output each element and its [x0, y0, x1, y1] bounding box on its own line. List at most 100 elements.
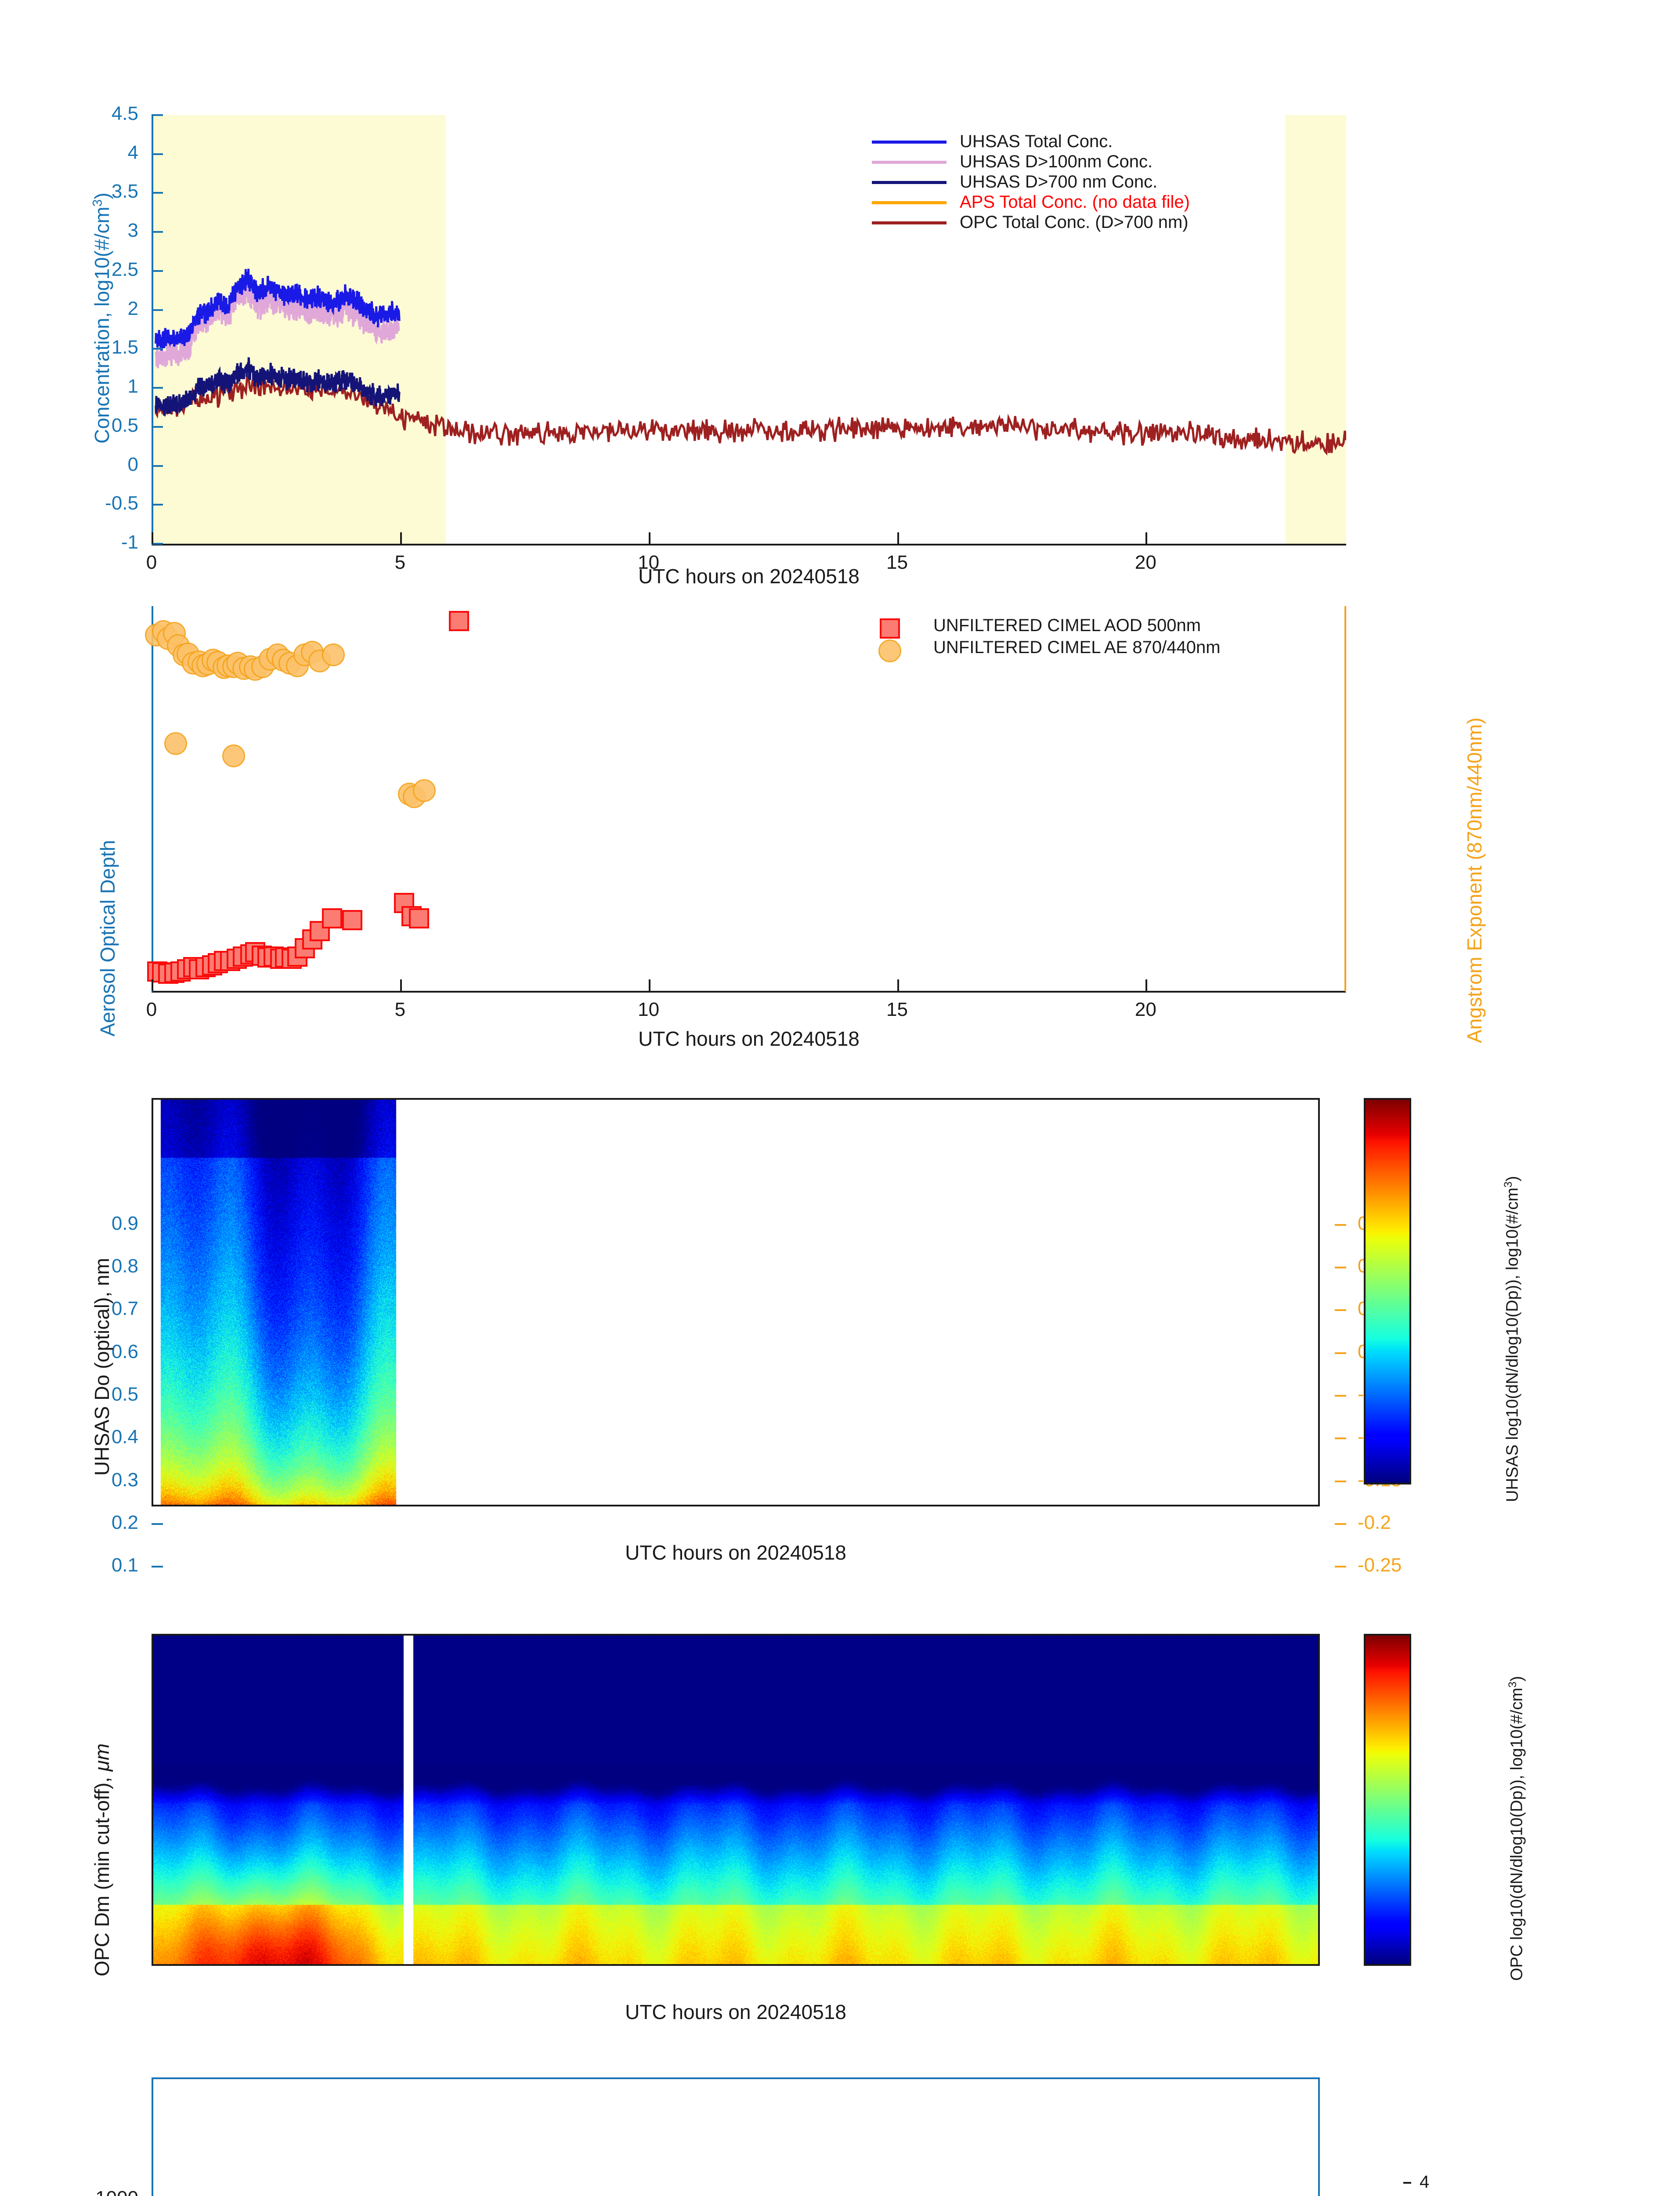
panel4-axes	[152, 1634, 1320, 1966]
legend-swatch-uhsas-total	[872, 141, 947, 144]
panel3-colorbar	[1364, 1098, 1411, 1484]
legend-swatch-cimel-ae-870-440nm	[878, 639, 901, 662]
y-tick-mark	[152, 192, 163, 194]
panel1-plot-svg	[155, 268, 1346, 456]
y-tick-label-right--0.25: -0.25	[1358, 1554, 1402, 1576]
y-tick-label--0.5: -0.5	[105, 492, 138, 514]
panel2-y-axis-label-right: Angstrom Exponent (870nm/440nm)	[1463, 717, 1486, 1043]
y-tick-label--1: -1	[121, 531, 138, 553]
panel3-colorbar-label: UHSAS log10(dN/dlog10(Dp)), log10(#/cm3)	[1502, 1176, 1522, 1502]
y-tick-mark	[152, 387, 163, 389]
y-tick-mark	[152, 504, 163, 506]
aod-marker	[409, 908, 430, 928]
y-tick-label-4.5: 4.5	[111, 103, 138, 124]
panel4-y-axis-label-text: OPC Dm (min cut-off),	[90, 1771, 113, 1976]
y-tick-mark	[152, 426, 163, 428]
panel3-y-axis-label: UHSAS Do (optical), nm	[90, 1258, 113, 1476]
x-tick-label-0: 0	[146, 999, 157, 1020]
x-tick-mark	[400, 979, 402, 991]
panel4-colorbar-label-tail: )	[1507, 1676, 1526, 1682]
y-tick-mark-right	[1335, 1352, 1346, 1354]
panel-aps-spectrogram: APS Da (aerodynamic), μm 10.90.80.70.60.…	[0, 2064, 1680, 2196]
y-tick-mark-right	[1335, 1566, 1346, 1568]
y-tick-label-1.5: 1.5	[111, 336, 138, 358]
trace-uhsas-d-100nm-conc-	[155, 282, 400, 368]
y-tick-label-left-0.7: 0.7	[111, 1298, 138, 1320]
y-tick-mark-left	[152, 1566, 163, 1568]
x-tick-label-5: 5	[394, 999, 406, 1020]
y-tick-mark	[152, 543, 163, 545]
y-tick-label-left-0.9: 0.9	[111, 1212, 138, 1234]
legend-label-cimel-ae-870-440nm: UNFILTERED CIMEL AE 870/440nm	[933, 638, 1221, 657]
panel4-heatmap-canvas	[153, 1636, 1318, 1964]
panel1-x-axis-label: UTC hours on 20240518	[638, 565, 860, 588]
legend-swatch-aps-total	[872, 201, 947, 204]
y-tick-label-2.5: 2.5	[111, 258, 138, 280]
legend-label-uhsas-total: UHSAS Total Conc.	[960, 132, 1113, 151]
panel3-colorbar-label-text: UHSAS log10(dN/dlog10(Dp)), log10(#/cm	[1503, 1188, 1522, 1502]
x-tick-label-20: 20	[1134, 552, 1156, 573]
y-tick-label-left-0.1: 0.1	[111, 1554, 138, 1576]
x-tick-mark	[897, 532, 899, 544]
y-tick-mark	[152, 465, 163, 467]
x-tick-mark	[648, 979, 650, 991]
panel4-x-axis-label: UTC hours on 20240518	[625, 2001, 846, 2023]
panel4-colorbar-gradient	[1366, 1636, 1409, 1964]
panel2-axes	[145, 606, 1346, 993]
legend-swatch-opc-total	[872, 221, 947, 224]
aod-marker	[448, 611, 469, 632]
y-tick-mark-right	[1335, 1438, 1346, 1440]
x-tick-mark	[152, 532, 153, 544]
x-tick-label-5: 5	[394, 552, 406, 573]
legend-label-uhsas-d100: UHSAS D>100nm Conc.	[960, 152, 1153, 171]
y-tick-label-left-0.2: 0.2	[111, 1512, 138, 1533]
x-tick-mark	[1145, 532, 1148, 544]
x-tick-label-0: 0	[146, 552, 157, 573]
trace-uhsas-d-700-nm-conc-	[155, 357, 401, 416]
y-tick-label-0: 0	[127, 453, 138, 475]
x-tick-label-15: 15	[886, 999, 908, 1020]
panel1-shade-region-2	[1286, 115, 1346, 544]
y-tick-label-0.5: 0.5	[111, 414, 138, 436]
panel2-x-axis-label: UTC hours on 20240518	[638, 1027, 860, 1050]
panel3-colorbar-gradient	[1366, 1100, 1409, 1483]
panel4-y-axis-label-unit: μm	[90, 1743, 113, 1772]
y-tick-label-left-0.4: 0.4	[111, 1426, 138, 1448]
y-tick-mark-right	[1335, 1395, 1346, 1397]
panel4-colorbar-label-sup: 3	[1507, 1681, 1519, 1688]
y-tick-mark	[152, 348, 163, 350]
ae-marker	[164, 732, 187, 755]
y-tick-label-1000: 1000	[20, 2187, 138, 2196]
legend-label-aps-total: APS Total Conc. (no data file)	[960, 192, 1190, 212]
ae-marker	[322, 643, 345, 666]
legend-label-uhsas-d700: UHSAS D>700 nm Conc.	[960, 172, 1158, 191]
panel1-y-axis-label-text: Concentration, log10(#/cm	[90, 206, 113, 444]
y-tick-label-right--0.2: -0.2	[1358, 1512, 1391, 1533]
y-tick-mark	[152, 153, 163, 155]
panel3-colorbar-label-sup: 3	[1502, 1181, 1514, 1188]
panel3-heatmap-canvas	[153, 1100, 1318, 1505]
panel4-colorbar-label-text: OPC log10(dN/dlog10(Dp)), log10(#/cm	[1507, 1687, 1526, 1981]
x-tick-mark	[897, 979, 899, 991]
y-tick-label-left-0.6: 0.6	[111, 1340, 138, 1362]
y-tick-label-left-0.3: 0.3	[111, 1469, 138, 1491]
x-tick-label-10: 10	[638, 999, 660, 1020]
y-tick-mark-right	[1335, 1267, 1346, 1268]
legend-label-opc-total: OPC Total Conc. (D>700 nm)	[960, 213, 1189, 232]
y-tick-mark	[152, 309, 163, 311]
colorbar-tick-mark	[1403, 2182, 1411, 2184]
y-tick-label-left-0.8: 0.8	[111, 1255, 138, 1277]
panel1-axes	[152, 115, 1346, 545]
aod-marker	[322, 908, 343, 928]
panel5-axes	[152, 2077, 1320, 2196]
colorbar-tick-label-4: 4	[1420, 2172, 1430, 2192]
panel3-x-axis-label: UTC hours on 20240518	[625, 1541, 846, 1564]
y-tick-mark	[152, 270, 163, 272]
x-tick-mark	[648, 532, 650, 544]
panel3-axes	[152, 1098, 1320, 1506]
y-tick-label-3: 3	[127, 220, 138, 242]
panel-opc-spectrogram: OPC Dm (min cut-off), μm 302520151050 05…	[0, 1625, 1680, 2064]
panel3-colorbar-label-tail: )	[1503, 1176, 1522, 1182]
y-tick-label-1: 1	[127, 376, 138, 397]
x-tick-label-10: 10	[638, 552, 660, 573]
